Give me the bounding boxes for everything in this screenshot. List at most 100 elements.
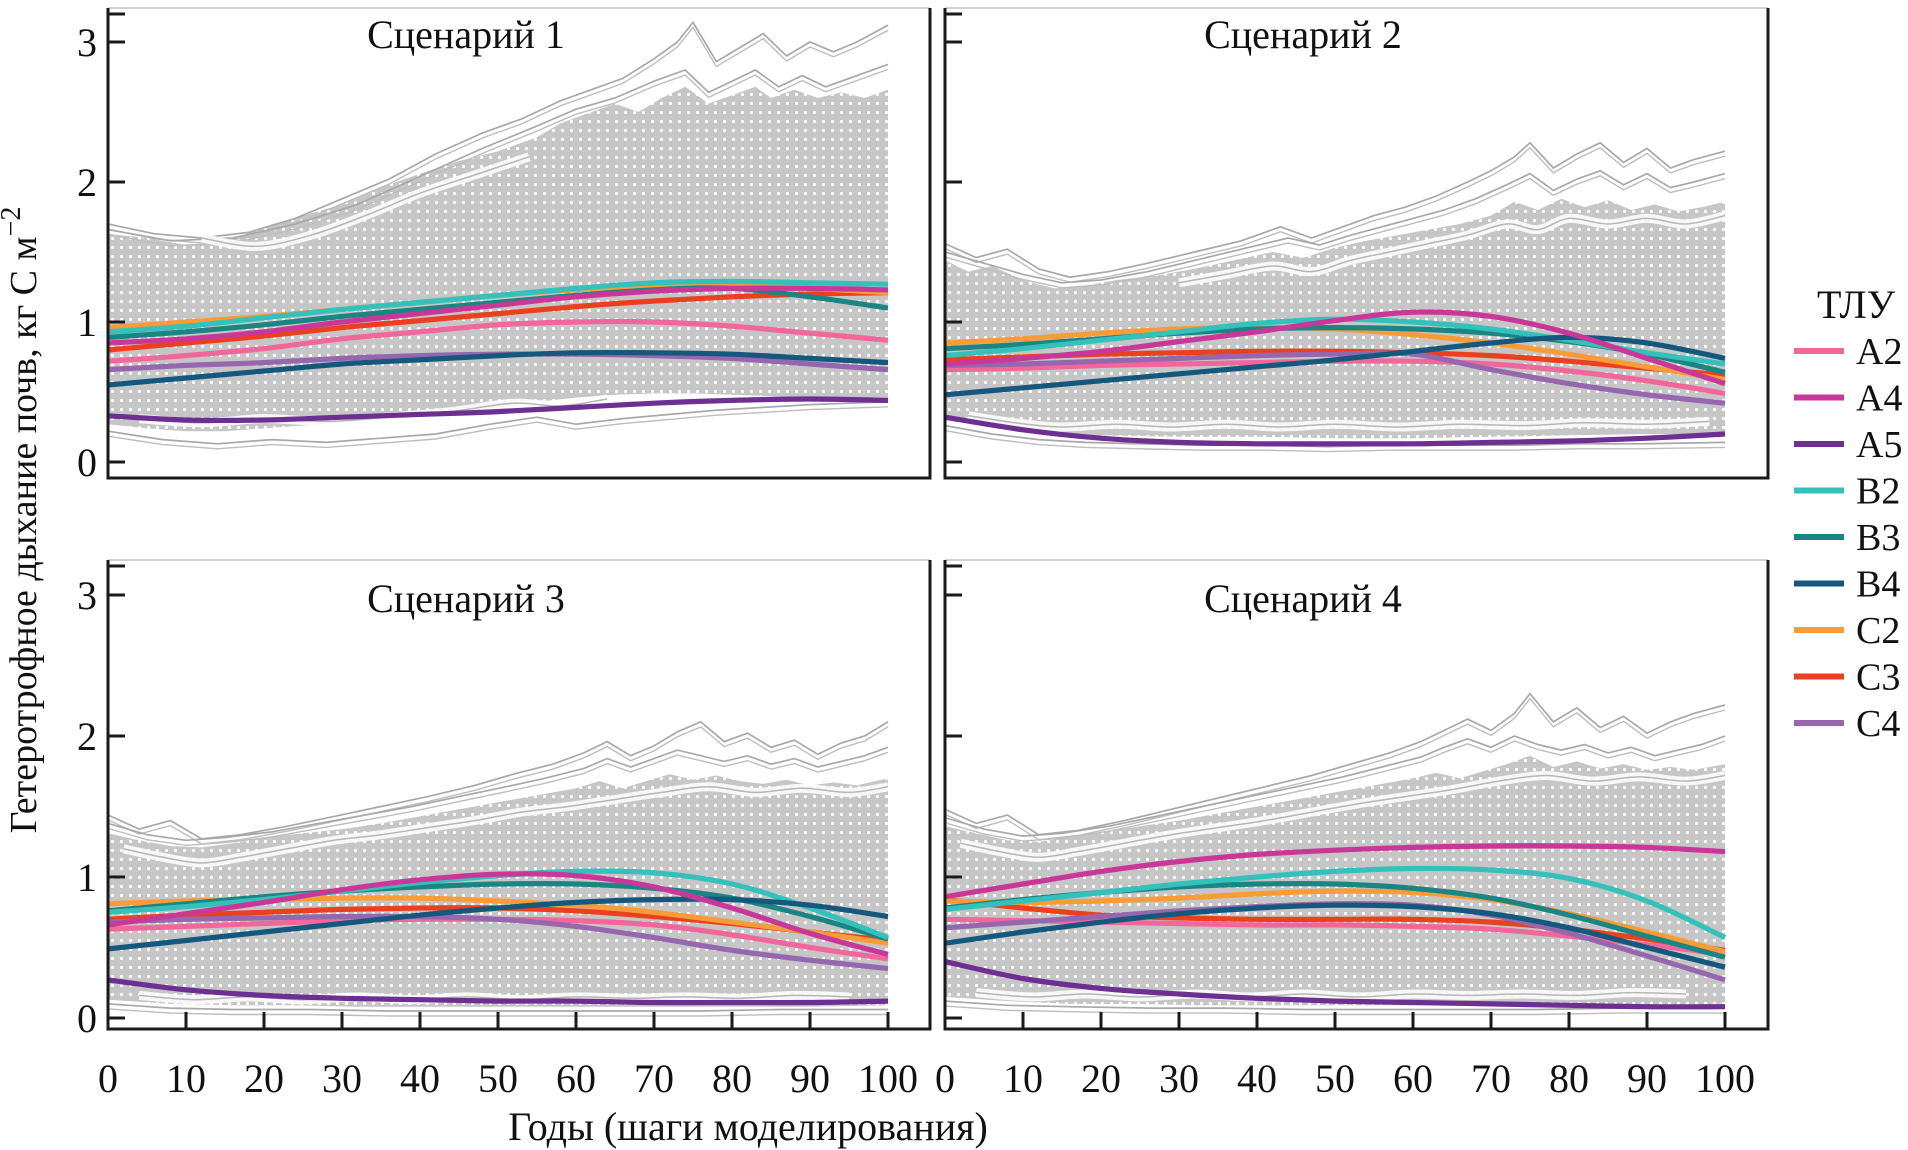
envelope-line-echo <box>945 740 1726 842</box>
envelope-line-echo <box>108 68 889 247</box>
legend-label: B3 <box>1856 517 1900 559</box>
x-tick-label: 60 <box>556 1056 596 1101</box>
y-tick-label: 1 <box>77 300 97 345</box>
envelope-line <box>945 692 1726 836</box>
legend-item-A2: A2 <box>1794 331 1902 373</box>
uncertainty-band <box>945 755 1725 1006</box>
x-tick-label: 10 <box>1003 1056 1043 1101</box>
series-A4-line <box>108 871 889 958</box>
legend-item-A4: A4 <box>1794 378 1902 420</box>
envelope-line <box>945 1000 1725 1011</box>
envelope-line-echo <box>945 429 1726 453</box>
series-B4-line <box>108 896 889 952</box>
legend-item-C3: C3 <box>1794 657 1900 699</box>
x-tick-label: 100 <box>858 1056 918 1101</box>
envelope-line <box>108 63 889 242</box>
envelope-line <box>108 1003 888 1012</box>
series-A4-line <box>945 309 1726 387</box>
band-gap-run-line <box>960 774 1726 859</box>
y-tick-label: 2 <box>77 714 97 759</box>
x-tick-label: 90 <box>1627 1056 1667 1101</box>
y-axis-label: Гетеротрофное дыхание почв, кг С м−2 <box>0 207 45 834</box>
envelope-line-echo <box>945 175 1726 289</box>
panel-4 <box>945 692 1727 1016</box>
series-A5-line <box>108 977 889 1006</box>
x-tick-label: 90 <box>790 1056 830 1101</box>
x-tick-label: 40 <box>1237 1056 1277 1101</box>
y-tick-label: 0 <box>77 440 97 485</box>
envelope-line-echo <box>108 1008 888 1017</box>
series-A5-line <box>945 959 1726 1010</box>
band-gap-run-line <box>976 991 1687 998</box>
envelope-line <box>945 735 1726 837</box>
panel-title: Сценарий 1 <box>367 12 565 57</box>
envelope-line-echo <box>945 697 1726 841</box>
series-A5-line <box>108 396 889 424</box>
legend-label: B2 <box>1856 471 1900 513</box>
series-B2-line <box>108 278 889 335</box>
legend-label: C3 <box>1856 657 1900 699</box>
panel-2 <box>945 141 1727 453</box>
band-gap-run-line <box>1178 214 1726 284</box>
x-tick-label: 40 <box>400 1056 440 1101</box>
legend-item-A5: A5 <box>1794 424 1902 466</box>
panel-title: Сценарий 2 <box>1204 12 1402 57</box>
legend-item-B3: B3 <box>1794 517 1900 559</box>
x-tick-label: 80 <box>712 1056 752 1101</box>
series-C4-line <box>945 350 1726 406</box>
series-A2-line <box>108 318 889 364</box>
series-A4-line <box>945 843 1726 900</box>
x-tick-label: 60 <box>1393 1056 1433 1101</box>
legend-item-B2: B2 <box>1794 471 1900 513</box>
envelope-line-echo <box>108 726 889 845</box>
uncertainty-band <box>108 86 888 432</box>
series-C3-line <box>108 290 889 353</box>
envelope-line-echo <box>108 751 889 847</box>
x-tick-label: 30 <box>322 1056 362 1101</box>
series-B3-line <box>108 880 889 942</box>
envelope-line <box>108 20 889 239</box>
series-C4-line <box>108 913 889 972</box>
x-tick-label: 70 <box>1471 1056 1511 1101</box>
band-gap-run-line <box>968 415 1710 428</box>
panel-title: Сценарий 4 <box>1204 576 1402 621</box>
band-gap-run-line <box>201 156 530 248</box>
uncertainty-band <box>108 774 888 1007</box>
legend-item-B4: B4 <box>1794 564 1900 606</box>
legend-label: A5 <box>1856 424 1902 466</box>
y-tick-label: 1 <box>77 855 97 900</box>
envelope-line <box>945 141 1726 279</box>
envelope-line-echo <box>945 146 1726 283</box>
series-B2-line <box>945 865 1727 940</box>
x-tick-label: 50 <box>478 1056 518 1101</box>
panel-1 <box>108 20 889 450</box>
x-tick-label: 80 <box>1549 1056 1589 1101</box>
x-tick-label: 0 <box>98 1056 118 1101</box>
envelope-line <box>945 169 1726 284</box>
legend-item-C4: C4 <box>1794 703 1900 745</box>
legend-label: A4 <box>1856 378 1902 420</box>
y-tick-label: 3 <box>77 20 97 65</box>
panel-3 <box>108 720 889 1017</box>
x-tick-label: 70 <box>634 1056 674 1101</box>
panel-title: Сценарий 3 <box>367 576 565 621</box>
envelope-line <box>108 720 889 840</box>
legend-title: ТЛУ <box>1817 282 1896 327</box>
band-gap-run-line <box>123 786 889 864</box>
series-B4-line <box>945 902 1726 970</box>
series-B4-line <box>108 349 889 388</box>
legend-item-C2: C2 <box>1794 610 1900 652</box>
x-tick-label: 20 <box>244 1056 284 1101</box>
envelope-line-echo <box>945 1005 1725 1016</box>
legend-label: B4 <box>1856 564 1900 606</box>
envelope-line <box>108 746 889 842</box>
x-axis-label: Годы (шаги моделирования) <box>508 1104 988 1149</box>
y-tick-label: 3 <box>77 573 97 618</box>
legend-label: A2 <box>1856 331 1902 373</box>
x-tick-label: 50 <box>1315 1056 1355 1101</box>
series-A5-line <box>945 414 1726 447</box>
series-A4-line <box>108 285 889 346</box>
x-tick-label: 100 <box>1695 1056 1755 1101</box>
